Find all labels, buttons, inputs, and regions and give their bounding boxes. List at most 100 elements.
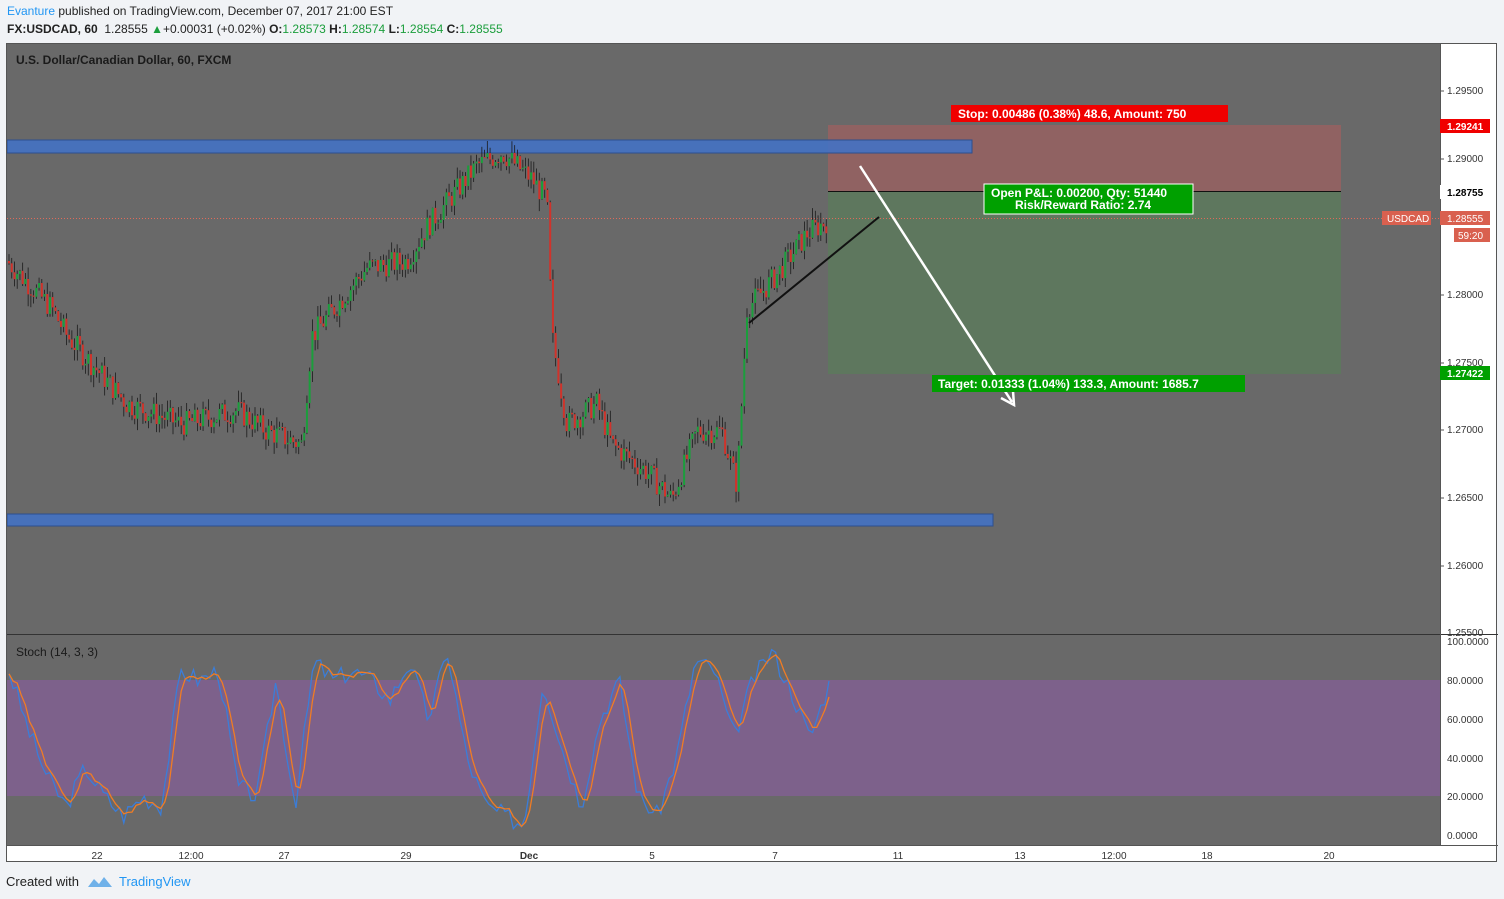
candle-body bbox=[29, 294, 32, 296]
candle-body bbox=[524, 166, 527, 168]
candle-body bbox=[776, 274, 779, 289]
candle-body bbox=[538, 180, 541, 200]
high-value: 1.28574 bbox=[341, 22, 386, 36]
candle-body bbox=[35, 287, 38, 297]
candle-body bbox=[141, 403, 144, 414]
trend-line[interactable] bbox=[748, 216, 880, 324]
candle-body bbox=[38, 283, 41, 288]
candle-body bbox=[139, 401, 142, 404]
candle-body bbox=[486, 153, 489, 158]
candle-body bbox=[396, 252, 399, 270]
stoch-d-line bbox=[8, 654, 830, 828]
stoch-tick: 20.0000 bbox=[1447, 792, 1484, 803]
projection-arrow[interactable] bbox=[858, 165, 1014, 403]
candle-body bbox=[199, 423, 202, 427]
candle-body bbox=[161, 415, 164, 418]
target-price-text: 1.27422 bbox=[1447, 369, 1484, 380]
time-axis[interactable]: 22 12:00 27 29 Dec 5 7 11 13 12:00 18 20 bbox=[91, 851, 1335, 862]
candle-body bbox=[754, 288, 757, 303]
candle-body bbox=[325, 315, 328, 327]
candle-body bbox=[658, 486, 661, 495]
price-change: +0.00031 (+0.02%) bbox=[162, 22, 266, 36]
candle-body bbox=[765, 290, 768, 298]
candle-body bbox=[508, 158, 511, 167]
candle-body bbox=[666, 494, 669, 497]
candle-body bbox=[234, 411, 237, 416]
candle-body bbox=[128, 401, 131, 413]
candle-body bbox=[229, 422, 232, 424]
candle-body bbox=[546, 189, 549, 203]
candle-body bbox=[188, 411, 191, 419]
candle-body bbox=[344, 303, 347, 309]
tradingview-link[interactable]: TradingView bbox=[118, 874, 191, 889]
stop-label: Stop: 0.00486 (0.38%) 48.6, Amount: 750 bbox=[958, 107, 1187, 121]
candle-body bbox=[150, 414, 153, 417]
chart-frame[interactable]: U.S. Dollar/Canadian Dollar, 60, FXCM St… bbox=[6, 43, 1498, 863]
candle-body bbox=[336, 314, 338, 316]
symbol-line: FX:USDCAD, 60 bbox=[7, 22, 98, 36]
candle-body bbox=[32, 295, 35, 297]
candle-body bbox=[718, 427, 721, 429]
candle-body bbox=[360, 278, 363, 281]
candle-body bbox=[204, 409, 207, 411]
candle-body bbox=[480, 157, 483, 164]
entry-price-text: 1.28755 bbox=[1447, 188, 1484, 199]
candle-body bbox=[152, 403, 155, 415]
candle-body bbox=[787, 249, 789, 252]
candle-body bbox=[371, 260, 374, 262]
stoch-axis[interactable]: 100.0000 80.0000 60.0000 40.0000 20.0000… bbox=[1447, 637, 1489, 842]
candle-body bbox=[431, 207, 434, 236]
candle-body bbox=[382, 259, 385, 266]
time-tick: 5 bbox=[649, 851, 655, 862]
candle-body bbox=[111, 376, 114, 399]
candle-body bbox=[368, 260, 371, 268]
candle-body bbox=[412, 262, 415, 265]
candle-body bbox=[341, 300, 344, 309]
candle-body bbox=[87, 354, 90, 364]
candle-body bbox=[770, 269, 773, 278]
candle-body bbox=[655, 467, 658, 495]
candle-body bbox=[726, 453, 729, 459]
candle-body bbox=[631, 458, 634, 460]
candle-body bbox=[46, 294, 49, 314]
chart-svg[interactable]: U.S. Dollar/Canadian Dollar, 60, FXCM St… bbox=[7, 44, 1498, 863]
current-price-tag bbox=[1440, 211, 1490, 225]
candle-body bbox=[59, 321, 62, 327]
high-label: H: bbox=[329, 22, 342, 36]
candle-body bbox=[778, 265, 781, 275]
candle-body bbox=[729, 456, 732, 459]
candle-body bbox=[584, 402, 587, 417]
last-price: 1.28555 bbox=[104, 22, 148, 36]
candle-body bbox=[735, 462, 738, 492]
time-tick: 12:00 bbox=[178, 851, 203, 862]
candle-body bbox=[316, 316, 319, 341]
candle-body bbox=[623, 448, 625, 461]
price-axis[interactable]: 1.29500 1.29000 1.28000 1.27000 1.26500 … bbox=[1440, 86, 1484, 639]
candle-body bbox=[70, 339, 73, 348]
candle-body bbox=[322, 323, 325, 327]
candle-body bbox=[275, 428, 278, 443]
stoch-title: Stoch (14, 3, 3) bbox=[16, 645, 98, 659]
candle-body bbox=[541, 181, 543, 200]
candle-body bbox=[467, 165, 470, 187]
candle-body bbox=[51, 297, 54, 308]
candle-body bbox=[808, 237, 811, 239]
candle-body bbox=[366, 267, 369, 273]
candle-body bbox=[560, 383, 563, 399]
candle-body bbox=[374, 260, 377, 262]
candle-body bbox=[582, 416, 584, 428]
author-link[interactable]: Evanture bbox=[7, 4, 56, 18]
candle-body bbox=[98, 370, 101, 374]
candle-body bbox=[647, 474, 650, 479]
candle-body bbox=[193, 409, 196, 422]
close-value: 1.28555 bbox=[459, 22, 503, 36]
candle-body bbox=[404, 259, 407, 270]
candle-body bbox=[448, 192, 451, 196]
candle-body bbox=[122, 397, 125, 407]
candle-body bbox=[609, 422, 612, 436]
candle-body bbox=[683, 454, 686, 486]
candle-body bbox=[792, 253, 795, 262]
candle-body bbox=[705, 434, 707, 441]
candle-body bbox=[248, 411, 251, 425]
candle-body bbox=[437, 222, 440, 224]
